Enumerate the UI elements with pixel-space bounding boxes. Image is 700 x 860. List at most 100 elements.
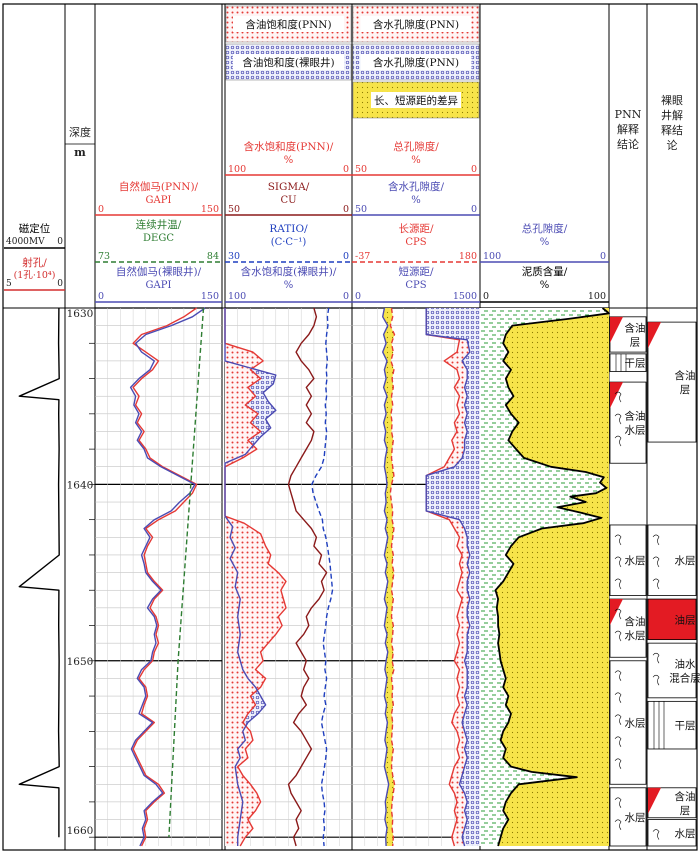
legend-label-bg (360, 54, 472, 70)
curve-header-label: 连续井温/ (136, 218, 182, 231)
openhole-conclusion-zone (647, 524, 697, 596)
openhole-conclusion-zone (647, 700, 697, 750)
pnn-header-label: PNN (615, 108, 642, 121)
curve-header-label: 磁定位 (19, 222, 51, 235)
curve-header-label: 长源距/ (398, 222, 433, 235)
openhole-conclusion-water-symbol (652, 578, 660, 590)
curve-含水饱和度(PNN) (224, 308, 287, 847)
pnn-conclusion-water-symbol (614, 534, 622, 546)
pnn-conclusion-label: 水层 (625, 812, 646, 824)
curve-header-label: 总孔隙度/ (393, 140, 439, 153)
curve-header-min: 50 (355, 204, 367, 215)
openhole-conclusion-label: 油水 (675, 657, 696, 670)
pnn-conclusion-label: 含油 (625, 321, 646, 334)
curve-header-min: -37 (355, 251, 370, 262)
curve-泥质含量 (494, 307, 610, 847)
pnn-conclusion-zone (609, 353, 647, 372)
curve-header-unit: % (411, 155, 421, 166)
curve-header-label: 含水饱和度(PNN)/ (244, 140, 334, 153)
pnn-conclusion-water-symbol (614, 413, 622, 425)
pnn-conclusion-oil-wedge (610, 382, 623, 409)
pnn-header-label: 结论 (617, 137, 639, 151)
curve-header-min: 4000MV (6, 237, 45, 247)
legend-patch-label: 含水孔隙度(PNN) (373, 56, 459, 69)
curve-header-unit: GAPI (146, 195, 172, 206)
openhole-conclusion-label: 混合层 (669, 671, 700, 684)
legend-patch-label: 含水孔隙度(PNN) (373, 18, 459, 31)
pnn-conclusion-water-symbol (614, 819, 622, 830)
pnn-conclusion-water-symbol (614, 692, 622, 703)
pnn-conclusion-water-symbol (614, 670, 622, 681)
curve-总孔隙度 (425, 308, 463, 847)
porosity-fill (495, 308, 609, 846)
pnn-conclusion-water-symbol (614, 578, 622, 590)
openhole-conclusion-label: 含油 (675, 369, 696, 382)
curve-header-label: 射孔/ (22, 256, 47, 269)
curve-header-min: 100 (228, 164, 246, 175)
curve-header-max: 0 (343, 291, 349, 302)
curve-header-min: 100 (483, 251, 501, 262)
openhole-conclusion-zone (647, 819, 697, 847)
curve-header-max: 0 (471, 164, 477, 175)
pnn-conclusion-water-symbol (614, 736, 622, 747)
depth-tick-label: 1630 (67, 308, 94, 320)
curve-header-min: 5 (6, 279, 12, 289)
legend-label-bg (233, 54, 344, 70)
openhole-header-label: 裸眼 (661, 93, 683, 107)
openhole-conclusion-label: 水层 (675, 828, 696, 840)
openhole-conclusion-label: 油层 (675, 613, 696, 626)
pnn-conclusion-water-symbol (614, 435, 622, 447)
curve-自然伽马(裸眼井) (129, 307, 206, 847)
pnn-header-label: 解释 (617, 122, 639, 136)
pnn-conclusion-label: 含油 (625, 615, 646, 628)
curve-header-unit: % (284, 280, 294, 291)
curve-header-max: 0 (600, 251, 606, 262)
curve-header-unit: CPS (405, 280, 426, 291)
legend-label-bg (360, 16, 472, 32)
curve-header-label: 泥质含量/ (522, 265, 568, 278)
curve-header-label: 自然伽马(PNN)/ (119, 180, 199, 193)
curve-header-min: 0 (483, 291, 489, 302)
curve-含水孔隙度 (425, 308, 471, 847)
openhole-conclusion-label: 水层 (675, 555, 696, 567)
curve-header-unit: (C·C⁻¹) (271, 237, 307, 248)
pnn-conclusion-label: 水层 (625, 555, 646, 567)
openhole-header-label: 论 (667, 138, 678, 152)
curve-header-min: 0 (355, 291, 361, 302)
legend-label-bg (233, 16, 344, 32)
pnn-conclusion-label: 含油 (625, 410, 646, 423)
openhole-conclusion-oil-wedge (648, 322, 661, 349)
curve-header-min: 50 (355, 164, 367, 175)
pnn-conclusion-label: 干层 (625, 358, 646, 370)
pnn-conclusion-water-symbol (614, 608, 622, 620)
openhole-conclusion-oil-wedge (648, 787, 661, 814)
curve-header-unit: % (284, 155, 294, 166)
curve-header-max: 150 (201, 204, 219, 215)
pnn-conclusion-label: 水层 (625, 630, 646, 642)
openhole-header-label: 井解 (661, 108, 683, 122)
curve-含水饱和度(裸眼井) (224, 308, 277, 846)
curve-自然伽马(PNN) (132, 307, 198, 847)
depth-tick-label: 1650 (67, 656, 94, 668)
curve-连续井温 (168, 307, 205, 838)
curve-header-min: 0 (98, 204, 104, 215)
depth-axis-label: 深度 (69, 125, 91, 139)
curve-header-max: 0 (57, 279, 63, 289)
depth-tick-label: 1660 (67, 825, 94, 837)
openhole-conclusion-water-symbol (652, 556, 660, 568)
curve-header-min: 0 (98, 291, 104, 302)
curve-header-min: 73 (98, 251, 110, 262)
curve-header-unit: % (411, 195, 421, 206)
openhole-conclusion-water-symbol (652, 829, 660, 840)
legend-patch-label: 含油饱和度(PNN) (245, 18, 331, 31)
curve-短源距 (382, 307, 390, 847)
curve-header-unit: % (540, 280, 550, 291)
curve-header-label: 自然伽马(裸眼井)/ (116, 265, 202, 278)
curve-header-unit: DEGC (143, 233, 174, 244)
openhole-conclusion-water-symbol (652, 674, 660, 686)
pnn-conclusion-label: 水层 (625, 425, 646, 437)
saturation-fill-pnn (225, 308, 286, 846)
pnn-conclusion-zone (609, 598, 647, 658)
curve-header-unit: CU (280, 195, 296, 206)
